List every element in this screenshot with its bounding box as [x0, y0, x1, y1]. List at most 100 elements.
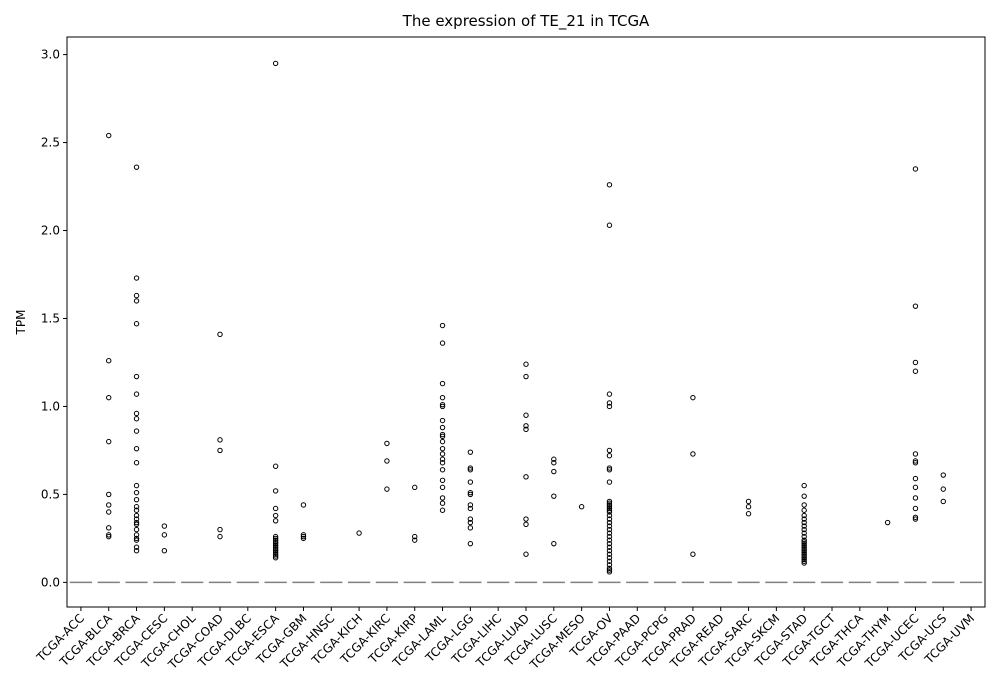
box-tcga-ucec [904, 166, 927, 584]
outlier-point [217, 533, 223, 540]
outlier-point [272, 463, 279, 469]
outlier-point [606, 523, 613, 529]
outlier-point [467, 505, 474, 512]
outlier-point [272, 533, 279, 540]
y-tick-label: 1.0 [41, 399, 60, 413]
outlier-point [551, 456, 557, 462]
outlier-point [606, 562, 613, 568]
outlier-point [606, 516, 613, 522]
outlier-point [439, 401, 446, 408]
outlier-point [161, 532, 168, 538]
outlier-point [606, 533, 613, 540]
outlier-point [606, 567, 613, 573]
outlier-point [801, 560, 807, 566]
y-tick-label: 0.0 [41, 575, 60, 589]
outlier-point [133, 512, 140, 519]
outlier-point [606, 526, 613, 533]
box-tcga-luad [514, 361, 538, 584]
outlier-point [439, 484, 446, 491]
outlier-point [467, 449, 474, 455]
outlier-point [551, 468, 557, 475]
outlier-point [439, 433, 446, 440]
box-tcga-thym [876, 519, 899, 584]
outlier-point [690, 451, 696, 457]
outlier-point [912, 359, 919, 366]
outlier-point [439, 322, 446, 329]
outlier-point [217, 447, 223, 454]
outlier-point [523, 551, 529, 557]
box-tcga-kich [347, 530, 371, 584]
outlier-point [606, 403, 613, 410]
outlier-point [133, 521, 140, 528]
outlier-point [606, 519, 613, 526]
box-tcga-esca [264, 60, 287, 584]
outlier-point [133, 321, 140, 327]
outlier-point [940, 472, 946, 478]
outlier-point [133, 410, 140, 417]
outlier-point [467, 519, 474, 526]
outlier-point [106, 532, 112, 538]
outlier-point [300, 502, 307, 508]
outlier-point [272, 555, 279, 561]
outlier-point [523, 373, 529, 380]
outlier-point [606, 502, 613, 508]
outlier-point [745, 498, 752, 505]
outlier-point [884, 519, 891, 526]
outlier-point [940, 486, 946, 492]
outlier-point [467, 516, 474, 522]
outlier-point [133, 535, 140, 542]
outlier-point [133, 519, 140, 526]
outlier-point [606, 447, 613, 454]
outlier-point [606, 509, 613, 515]
box-tcga-gbm [292, 502, 315, 584]
outlier-point [467, 540, 474, 547]
outlier-point [133, 164, 140, 170]
outlier-point [606, 182, 613, 188]
outlier-point [272, 537, 279, 543]
box-tcga-lgg [459, 449, 482, 584]
outlier-point [912, 368, 919, 374]
outlier-point [606, 569, 613, 575]
outlier-point [523, 361, 529, 367]
outlier-point [412, 484, 418, 491]
outlier-point [912, 475, 919, 482]
outlier-point [133, 526, 140, 533]
outlier-point [272, 546, 279, 552]
outlier-point [801, 482, 807, 489]
outlier-point [384, 440, 390, 447]
outlier-point [801, 548, 807, 554]
outlier-point [439, 451, 446, 457]
box-tcga-meso [570, 504, 593, 584]
outlier-point [801, 555, 807, 561]
outlier-point [523, 423, 529, 429]
outlier-point [801, 544, 807, 550]
outlier-point [133, 516, 140, 522]
outlier-point [272, 549, 279, 556]
outlier-point [133, 298, 140, 304]
outlier-point [606, 400, 613, 406]
outlier-point [272, 542, 279, 549]
outlier-point [133, 537, 140, 543]
box-tcga-laml [431, 322, 454, 584]
outlier-point [912, 166, 919, 172]
outlier-point [106, 394, 112, 401]
outlier-point [439, 438, 446, 445]
outlier-point [551, 493, 557, 499]
box-tcga-prad [681, 394, 705, 584]
outlier-point [551, 540, 557, 547]
outlier-point [106, 132, 112, 139]
outlier-point [606, 391, 613, 397]
outlier-point [133, 460, 140, 466]
outlier-point [272, 544, 279, 550]
outlier-point [217, 526, 223, 533]
outlier-point [272, 539, 279, 545]
outlier-point [606, 453, 613, 459]
outlier-point [106, 502, 112, 508]
outlier-point [133, 482, 140, 489]
outlier-point [439, 477, 446, 484]
outlier-point [801, 549, 807, 556]
outlier-point [133, 391, 140, 397]
chart-title: The expression of TE_21 in TCGA [402, 12, 650, 31]
outlier-point [801, 530, 807, 536]
outlier-point [439, 417, 446, 424]
